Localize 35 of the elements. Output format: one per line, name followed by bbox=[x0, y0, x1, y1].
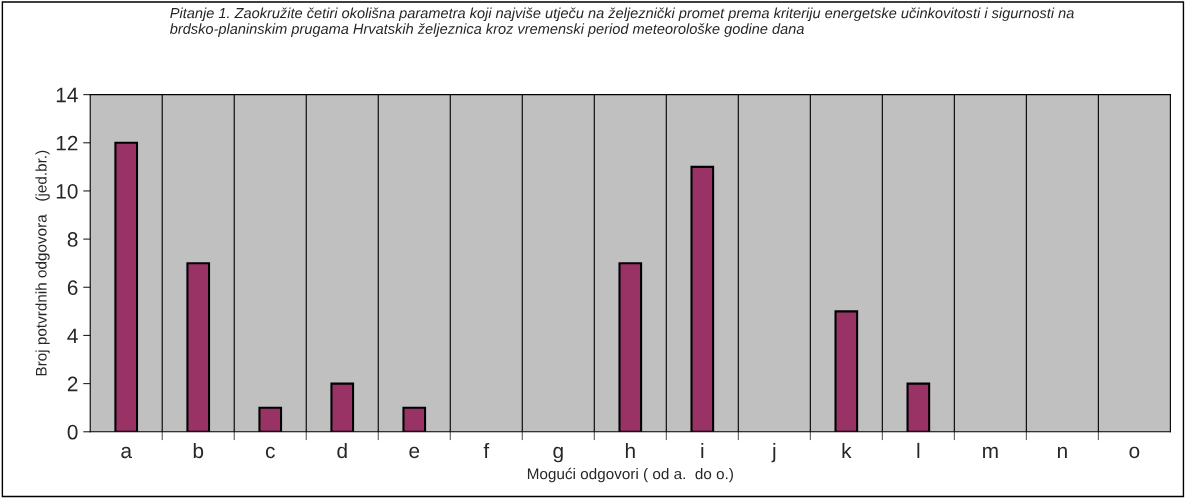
x-tick-label: k bbox=[842, 442, 852, 458]
x-tick-label: l bbox=[917, 442, 920, 458]
x-tick-label: o bbox=[1129, 446, 1140, 459]
bar bbox=[402, 406, 427, 432]
x-tick-label: c bbox=[265, 446, 275, 459]
bar bbox=[690, 165, 715, 432]
x-tick-label: n bbox=[1057, 446, 1067, 458]
y-tick-label: 10 bbox=[56, 183, 78, 199]
x-tick-label: a bbox=[121, 446, 133, 459]
chart-title: Pitanje 1. Zaokružite četiri okolišna parametra koji najviše utječu na željeznički promet prema kriteriju energetske učinkovitosti i sigurnosti na brdsko-planinskim prugama Hrvatskih željeznica kroz vremenski period meteorološke godine dana bbox=[169, 7, 1074, 37]
y-tick-label: 14 bbox=[56, 87, 78, 103]
bar bbox=[114, 141, 139, 432]
bar bbox=[330, 382, 355, 432]
y-tick-label: 8 bbox=[67, 232, 78, 247]
x-tick-label: j bbox=[771, 442, 776, 463]
y-tick-label: 4 bbox=[67, 328, 78, 343]
x-tick-label: e bbox=[409, 446, 420, 459]
y-tick-label: 2 bbox=[67, 376, 78, 392]
bar bbox=[186, 262, 211, 432]
x-tick-label: h bbox=[625, 442, 635, 458]
x-tick-label: d bbox=[337, 442, 347, 459]
bar bbox=[906, 382, 931, 432]
bar bbox=[618, 262, 643, 432]
x-axis-title: Mogući odgovori ( od a. do o.) bbox=[527, 467, 733, 483]
y-axis-title: Broj potvrdnih odgovora (jed.br.) bbox=[35, 150, 50, 376]
x-tick-label: f bbox=[483, 442, 490, 458]
x-tick-label: b bbox=[193, 442, 204, 459]
x-tick-label: m bbox=[983, 446, 998, 458]
bar bbox=[834, 310, 859, 432]
bar bbox=[258, 406, 283, 432]
x-tick-label: g bbox=[553, 446, 563, 463]
y-tick-label: 0 bbox=[67, 424, 78, 440]
x-tick-label: i bbox=[701, 442, 704, 458]
y-tick-label: 6 bbox=[67, 280, 78, 296]
y-tick-label: 12 bbox=[56, 135, 78, 151]
